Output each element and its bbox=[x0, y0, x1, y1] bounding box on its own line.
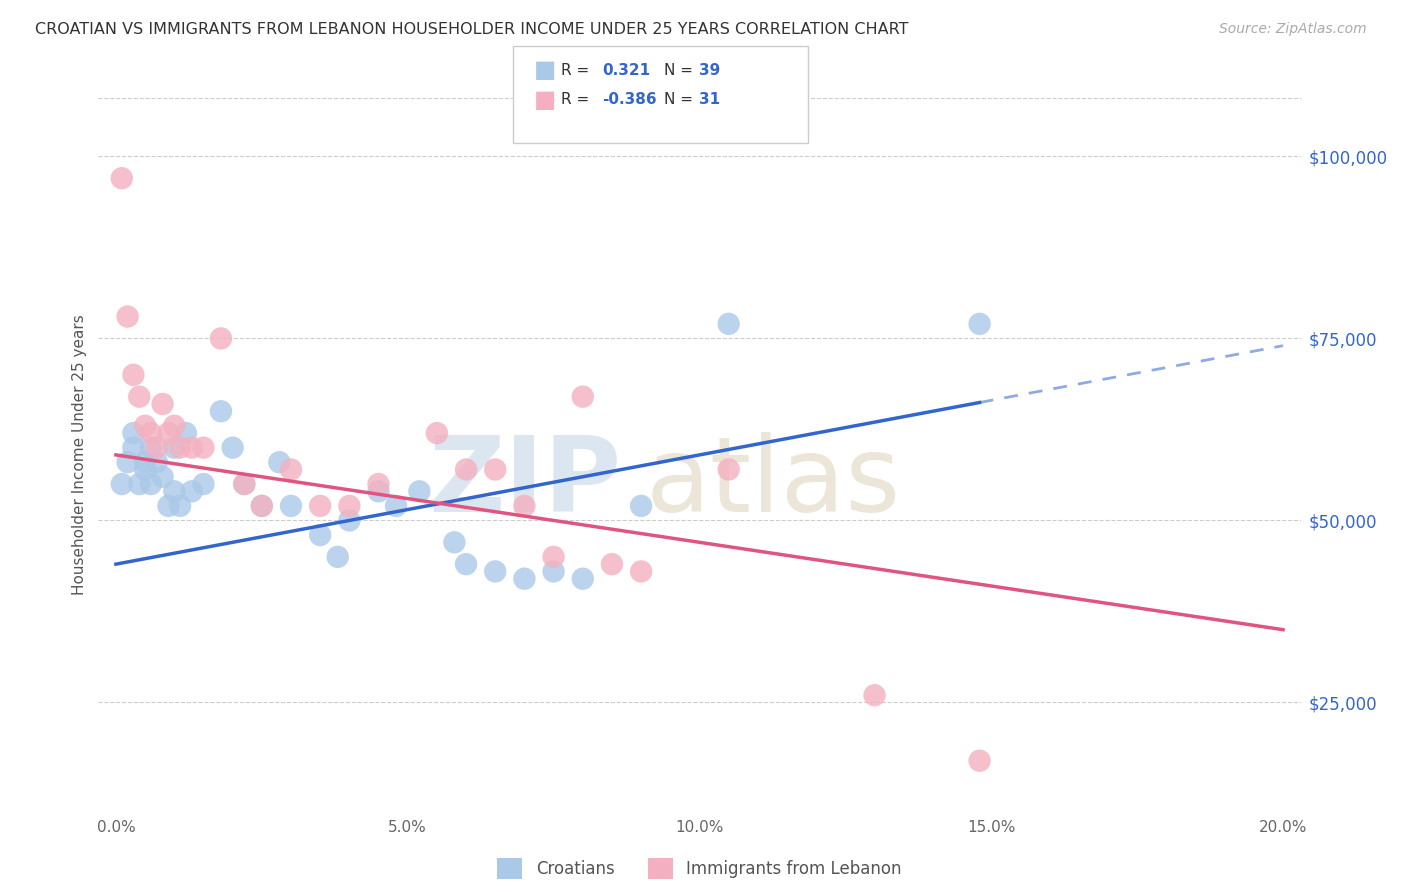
Point bbox=[122, 426, 145, 441]
Point bbox=[128, 477, 150, 491]
Point bbox=[385, 499, 408, 513]
Point bbox=[543, 549, 565, 564]
Point bbox=[408, 484, 430, 499]
Point bbox=[139, 441, 162, 455]
Point bbox=[117, 455, 139, 469]
Point bbox=[969, 317, 991, 331]
Point bbox=[221, 441, 243, 455]
Point bbox=[174, 426, 197, 441]
Point bbox=[250, 499, 273, 513]
Text: Source: ZipAtlas.com: Source: ZipAtlas.com bbox=[1219, 22, 1367, 37]
Point bbox=[111, 171, 134, 186]
Point bbox=[969, 754, 991, 768]
Text: 31: 31 bbox=[699, 93, 720, 107]
Point bbox=[233, 477, 256, 491]
Y-axis label: Householder Income Under 25 years: Householder Income Under 25 years bbox=[72, 315, 87, 595]
Text: ZIP: ZIP bbox=[429, 433, 621, 534]
Point bbox=[337, 499, 360, 513]
Point bbox=[180, 441, 202, 455]
Point bbox=[443, 535, 465, 549]
Point bbox=[513, 499, 536, 513]
Text: atlas: atlas bbox=[645, 433, 901, 534]
Point bbox=[169, 499, 191, 513]
Point bbox=[157, 499, 180, 513]
Point bbox=[122, 368, 145, 382]
Point bbox=[367, 477, 389, 491]
Point bbox=[209, 404, 232, 418]
Point bbox=[117, 310, 139, 324]
Text: R =: R = bbox=[561, 63, 589, 78]
Text: -0.386: -0.386 bbox=[602, 93, 657, 107]
Point bbox=[111, 477, 134, 491]
Point bbox=[309, 499, 332, 513]
Point bbox=[600, 557, 623, 571]
Point bbox=[426, 426, 449, 441]
Text: ■: ■ bbox=[534, 59, 557, 82]
Text: ■: ■ bbox=[534, 88, 557, 112]
Point bbox=[134, 455, 156, 469]
Point bbox=[163, 418, 186, 433]
Point bbox=[233, 477, 256, 491]
Point bbox=[513, 572, 536, 586]
Point bbox=[122, 441, 145, 455]
Point bbox=[163, 441, 186, 455]
Point bbox=[146, 455, 169, 469]
Point bbox=[280, 499, 302, 513]
Point bbox=[280, 462, 302, 476]
Point bbox=[139, 426, 162, 441]
Text: R =: R = bbox=[561, 93, 589, 107]
Point bbox=[717, 317, 740, 331]
Legend: Croatians, Immigrants from Lebanon: Croatians, Immigrants from Lebanon bbox=[491, 852, 908, 886]
Point bbox=[309, 528, 332, 542]
Point bbox=[152, 469, 174, 483]
Point bbox=[193, 441, 215, 455]
Point bbox=[193, 477, 215, 491]
Point bbox=[571, 390, 593, 404]
Point bbox=[169, 441, 191, 455]
Point bbox=[146, 441, 169, 455]
Point bbox=[250, 499, 273, 513]
Point bbox=[269, 455, 291, 469]
Point bbox=[163, 484, 186, 499]
Point bbox=[152, 397, 174, 411]
Point bbox=[454, 462, 477, 476]
Point bbox=[134, 462, 156, 476]
Text: CROATIAN VS IMMIGRANTS FROM LEBANON HOUSEHOLDER INCOME UNDER 25 YEARS CORRELATIO: CROATIAN VS IMMIGRANTS FROM LEBANON HOUS… bbox=[35, 22, 908, 37]
Point bbox=[630, 565, 652, 579]
Text: N =: N = bbox=[664, 93, 693, 107]
Point bbox=[484, 565, 506, 579]
Point bbox=[454, 557, 477, 571]
Point bbox=[543, 565, 565, 579]
Point bbox=[571, 572, 593, 586]
Point bbox=[337, 513, 360, 527]
Point bbox=[630, 499, 652, 513]
Point bbox=[367, 484, 389, 499]
Text: 39: 39 bbox=[699, 63, 720, 78]
Point bbox=[863, 688, 886, 702]
Point bbox=[484, 462, 506, 476]
Point bbox=[326, 549, 349, 564]
Point bbox=[157, 426, 180, 441]
Point bbox=[180, 484, 202, 499]
Point bbox=[139, 477, 162, 491]
Point bbox=[717, 462, 740, 476]
Point bbox=[128, 390, 150, 404]
Text: 0.321: 0.321 bbox=[602, 63, 650, 78]
Text: N =: N = bbox=[664, 63, 693, 78]
Point bbox=[134, 418, 156, 433]
Point bbox=[209, 331, 232, 345]
